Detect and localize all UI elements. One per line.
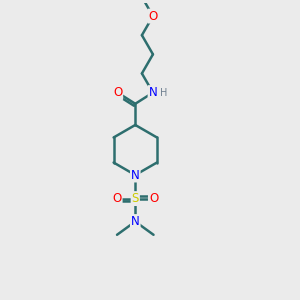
Text: O: O — [113, 86, 122, 99]
Text: S: S — [132, 192, 139, 205]
Text: O: O — [148, 10, 158, 22]
Text: O: O — [149, 192, 158, 205]
Text: N: N — [131, 169, 140, 182]
Text: N: N — [148, 86, 157, 99]
Text: N: N — [131, 215, 140, 228]
Text: O: O — [112, 192, 122, 205]
Text: H: H — [160, 88, 168, 98]
